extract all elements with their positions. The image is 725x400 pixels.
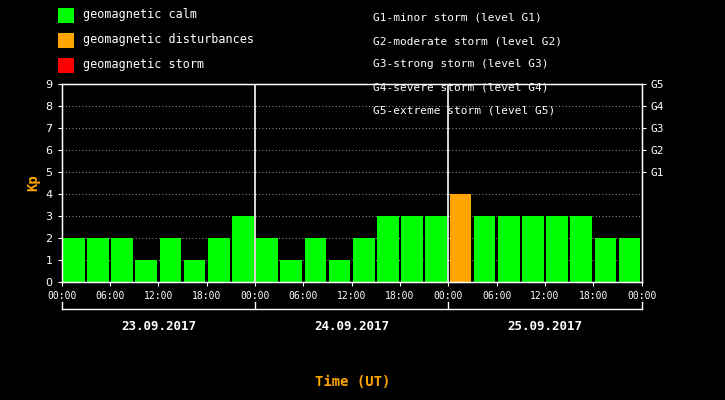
Bar: [208, 238, 230, 282]
Bar: [618, 238, 640, 282]
Bar: [87, 238, 109, 282]
Y-axis label: Kp: Kp: [26, 175, 40, 191]
Bar: [594, 238, 616, 282]
Bar: [232, 216, 254, 282]
Text: G5-extreme storm (level G5): G5-extreme storm (level G5): [373, 106, 555, 116]
Bar: [183, 260, 205, 282]
Bar: [328, 260, 350, 282]
Bar: [522, 216, 544, 282]
Bar: [281, 260, 302, 282]
Bar: [111, 238, 133, 282]
Text: 25.09.2017: 25.09.2017: [507, 320, 582, 332]
Text: geomagnetic disturbances: geomagnetic disturbances: [83, 33, 254, 46]
Bar: [353, 238, 375, 282]
Bar: [160, 238, 181, 282]
Text: G4-severe storm (level G4): G4-severe storm (level G4): [373, 82, 549, 92]
Bar: [63, 238, 85, 282]
Bar: [304, 238, 326, 282]
Bar: [546, 216, 568, 282]
Bar: [377, 216, 399, 282]
Bar: [256, 238, 278, 282]
Bar: [450, 194, 471, 282]
Bar: [136, 260, 157, 282]
Text: G2-moderate storm (level G2): G2-moderate storm (level G2): [373, 36, 563, 46]
Text: geomagnetic storm: geomagnetic storm: [83, 58, 204, 71]
Text: 24.09.2017: 24.09.2017: [314, 320, 389, 332]
Text: geomagnetic calm: geomagnetic calm: [83, 8, 196, 21]
Bar: [473, 216, 495, 282]
Bar: [498, 216, 520, 282]
Bar: [401, 216, 423, 282]
Text: G3-strong storm (level G3): G3-strong storm (level G3): [373, 59, 549, 69]
Text: Time (UT): Time (UT): [315, 375, 391, 389]
Bar: [426, 216, 447, 282]
Bar: [571, 216, 592, 282]
Text: 23.09.2017: 23.09.2017: [121, 320, 196, 332]
Text: G1-minor storm (level G1): G1-minor storm (level G1): [373, 13, 542, 23]
